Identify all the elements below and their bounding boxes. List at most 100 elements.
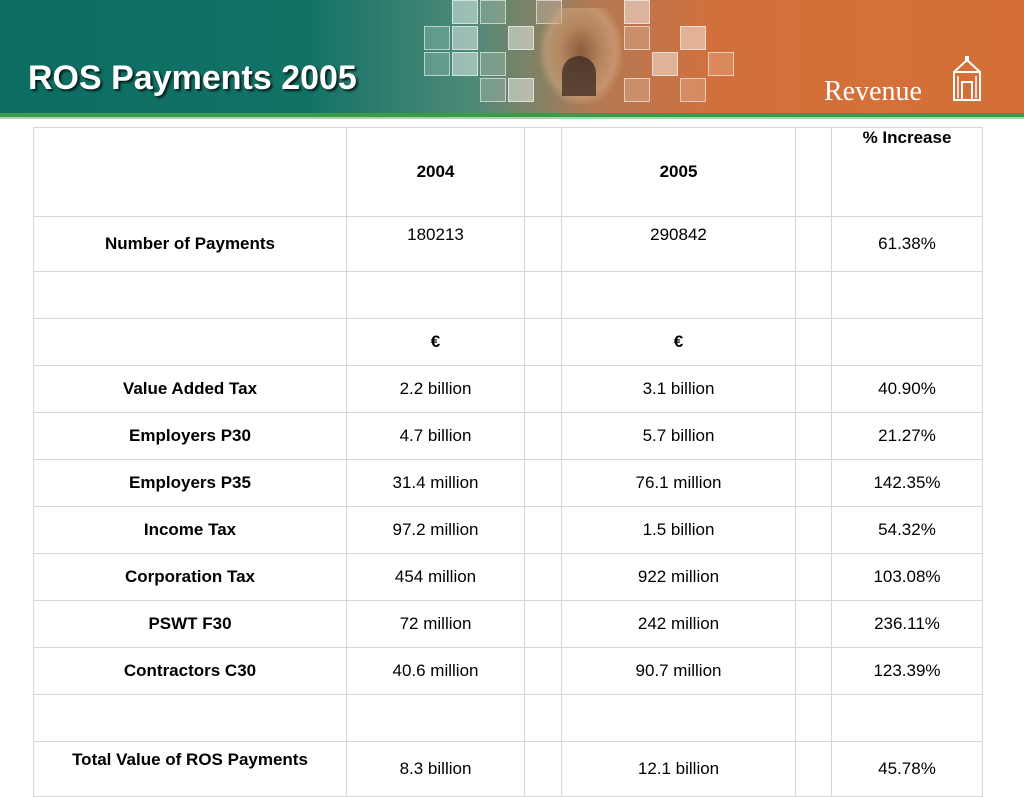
castle-arch bbox=[562, 56, 596, 96]
empty-cell bbox=[524, 694, 562, 742]
decor-tile bbox=[680, 26, 706, 50]
table-row: Contractors C30 40.6 million 90.7 millio… bbox=[33, 647, 983, 695]
cell-pct: 21.27% bbox=[831, 412, 983, 460]
cell-2004: 31.4 million bbox=[346, 459, 525, 507]
cell-2004: 2.2 billion bbox=[346, 365, 525, 413]
decor-tile bbox=[424, 26, 450, 50]
decor-tile bbox=[508, 26, 534, 50]
decor-tile bbox=[452, 26, 478, 50]
cell-2004: 97.2 million bbox=[346, 506, 525, 554]
empty-cell bbox=[831, 694, 983, 742]
spacer-cell bbox=[524, 216, 562, 272]
cell-2005: 922 million bbox=[561, 553, 796, 601]
row-label-number-of-payments: Number of Payments bbox=[33, 216, 347, 272]
empty-cell bbox=[33, 694, 347, 742]
header-percent-increase: % Increase bbox=[831, 127, 983, 217]
row-label: Employers P30 bbox=[33, 412, 347, 460]
currency-2004: € bbox=[346, 318, 525, 366]
spacer-cell bbox=[795, 553, 832, 601]
empty-cell bbox=[561, 694, 796, 742]
cell-2005: 242 million bbox=[561, 600, 796, 648]
spacer-cell bbox=[524, 459, 562, 507]
cell-2005: 12.1 billion bbox=[561, 741, 796, 797]
empty-cell bbox=[346, 271, 525, 319]
header-cell-blank bbox=[33, 127, 347, 217]
empty-cell bbox=[795, 318, 832, 366]
decor-tile bbox=[708, 52, 734, 76]
empty-cell bbox=[831, 271, 983, 319]
cell-pct: 103.08% bbox=[831, 553, 983, 601]
cell-2004: 180213 bbox=[346, 216, 525, 272]
spacer-cell bbox=[524, 365, 562, 413]
decor-tile bbox=[624, 78, 650, 102]
cell-2004: 8.3 billion bbox=[346, 741, 525, 797]
cell-2004: 454 million bbox=[346, 553, 525, 601]
header-2005: 2005 bbox=[561, 127, 796, 217]
header-banner: ROS Payments 2005 Revenue bbox=[0, 0, 1024, 113]
revenue-logo-text: Revenue bbox=[824, 76, 922, 107]
empty-cell bbox=[33, 271, 347, 319]
spacer-cell bbox=[795, 216, 832, 272]
header-rule-light bbox=[0, 117, 1024, 119]
cell-2005: 3.1 billion bbox=[561, 365, 796, 413]
table-row-empty bbox=[33, 694, 983, 742]
spacer-cell bbox=[795, 600, 832, 648]
decor-tile bbox=[452, 0, 478, 24]
decor-tile bbox=[652, 52, 678, 76]
header-2004: 2004 bbox=[346, 127, 525, 217]
table-row-currency: € € bbox=[33, 318, 983, 366]
spacer-cell bbox=[795, 506, 832, 554]
slide-title: ROS Payments 2005 bbox=[28, 59, 357, 97]
revenue-harp-castle-icon bbox=[953, 56, 981, 101]
decor-tile bbox=[508, 78, 534, 102]
table-row: Number of Payments 180213 290842 61.38% bbox=[33, 216, 983, 272]
table-row: Employers P30 4.7 billion 5.7 billion 21… bbox=[33, 412, 983, 460]
spacer-cell bbox=[795, 741, 832, 797]
row-label: Corporation Tax bbox=[33, 553, 347, 601]
spacer-cell bbox=[795, 365, 832, 413]
spacer-cell bbox=[524, 553, 562, 601]
spacer-cell bbox=[795, 459, 832, 507]
spacer-cell bbox=[524, 412, 562, 460]
decor-tile bbox=[624, 0, 650, 24]
cell-2004: 72 million bbox=[346, 600, 525, 648]
decor-tile bbox=[424, 52, 450, 76]
cell-2005: 1.5 billion bbox=[561, 506, 796, 554]
empty-cell bbox=[346, 694, 525, 742]
cell-2004: 40.6 million bbox=[346, 647, 525, 695]
empty-cell bbox=[831, 318, 983, 366]
cell-2004: 4.7 billion bbox=[346, 412, 525, 460]
cell-pct: 54.32% bbox=[831, 506, 983, 554]
table-row: PSWT F30 72 million 242 million 236.11% bbox=[33, 600, 983, 648]
row-label: PSWT F30 bbox=[33, 600, 347, 648]
cell-pct: 40.90% bbox=[831, 365, 983, 413]
row-label: Employers P35 bbox=[33, 459, 347, 507]
empty-cell bbox=[524, 271, 562, 319]
decor-tile bbox=[480, 78, 506, 102]
table-row: Value Added Tax 2.2 billion 3.1 billion … bbox=[33, 365, 983, 413]
header-cell-blank bbox=[795, 127, 832, 217]
table-row-total: Total Value of ROS Payments 8.3 billion … bbox=[33, 741, 983, 797]
decor-tile bbox=[624, 26, 650, 50]
cell-2005: 76.1 million bbox=[561, 459, 796, 507]
ros-payments-table: 2004 2005 % Increase Number of Payments … bbox=[33, 127, 983, 797]
decor-tile bbox=[480, 52, 506, 76]
cell-2005: 290842 bbox=[561, 216, 796, 272]
cell-pct: 45.78% bbox=[831, 741, 983, 797]
table-row: Employers P35 31.4 million 76.1 million … bbox=[33, 459, 983, 507]
table-row: Corporation Tax 454 million 922 million … bbox=[33, 553, 983, 601]
row-label: Income Tax bbox=[33, 506, 347, 554]
spacer-cell bbox=[524, 741, 562, 797]
spacer-cell bbox=[524, 600, 562, 648]
spacer-cell bbox=[795, 647, 832, 695]
table-row: Income Tax 97.2 million 1.5 billion 54.3… bbox=[33, 506, 983, 554]
cell-2005: 5.7 billion bbox=[561, 412, 796, 460]
cell-pct: 61.38% bbox=[831, 216, 983, 272]
decor-tile bbox=[480, 0, 506, 24]
cell-pct: 123.39% bbox=[831, 647, 983, 695]
header-cell-blank bbox=[524, 127, 562, 217]
currency-2005: € bbox=[561, 318, 796, 366]
empty-cell bbox=[524, 318, 562, 366]
empty-cell bbox=[561, 271, 796, 319]
decor-tile bbox=[452, 52, 478, 76]
